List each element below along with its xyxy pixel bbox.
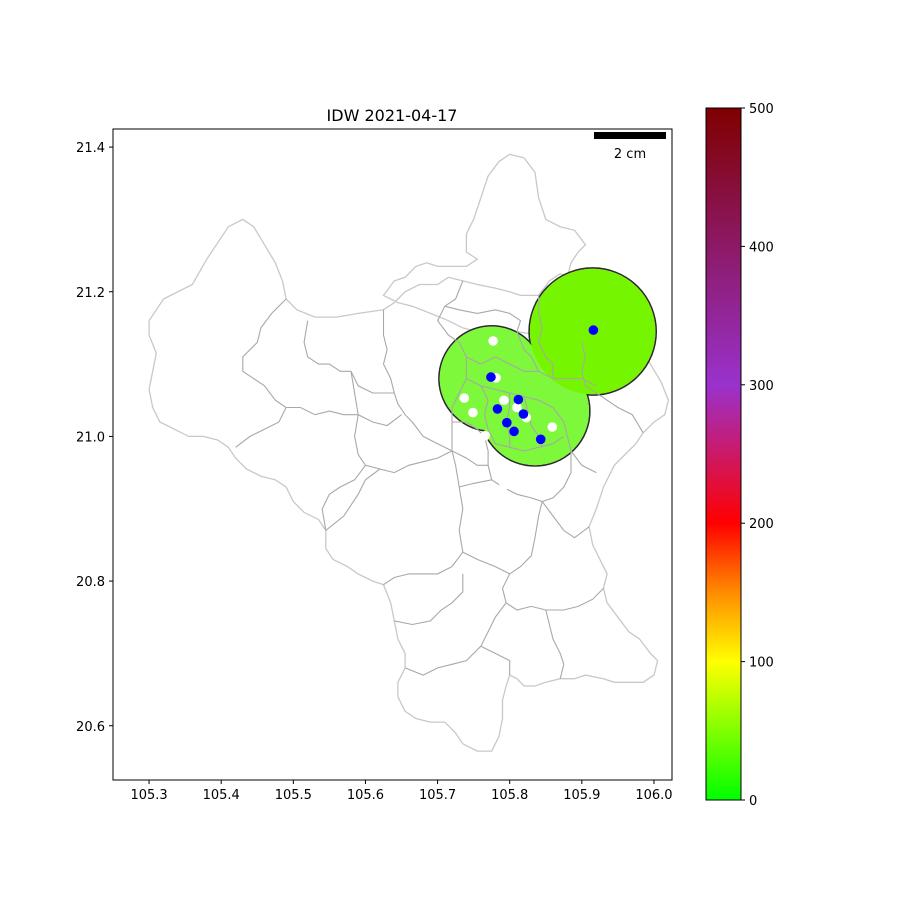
district-boundary [451,450,489,466]
station-marker-white[interactable] [488,336,498,346]
station-marker-white[interactable] [547,422,558,432]
district-boundary [321,464,366,531]
colorbar-tick-label: 400 [749,240,774,255]
district-boundaries [235,280,644,679]
colorbar-tick-label: 100 [749,656,774,671]
district-boundary [501,573,604,611]
district-boundary [325,468,381,531]
station-marker-blue[interactable] [518,409,529,419]
x-tick-label: 105.8 [491,788,528,803]
colorbar-tick-label: 500 [749,102,774,117]
district-boundary [459,479,492,488]
district-boundary [242,298,287,408]
colorbar-ticks: 0 100 200 300 400 500 [741,102,774,809]
station-marker-blue[interactable] [502,417,512,428]
station-marker-blue[interactable] [588,325,599,335]
x-tick-label: 105.7 [419,788,456,803]
plot-area [148,153,670,752]
station-marker-white[interactable] [512,402,522,413]
district-boundary [235,407,287,448]
y-tick-label: 21.0 [76,430,105,445]
station-markers [459,325,609,491]
scale-bar: 2 cm [594,132,666,162]
province-outline [148,153,670,752]
district-boundary [404,602,507,676]
district-boundary [303,320,395,394]
scale-bar-line [594,132,666,139]
district-boundary [382,309,453,452]
station-marker-white[interactable] [499,395,509,406]
station-marker-blue[interactable] [535,434,546,445]
district-boundary [538,295,554,379]
x-tick-label: 105.4 [203,788,240,803]
station-marker-white[interactable] [599,430,609,440]
x-tick-label: 105.5 [275,788,312,803]
map-title: IDW 2021-04-17 [327,106,458,125]
district-boundary [436,280,467,451]
colorbar-tick-label: 300 [749,379,774,394]
idw-region-outline [528,267,658,396]
y-tick-label: 21.2 [76,286,105,301]
station-marker-blue[interactable] [513,394,524,405]
district-boundary [541,501,590,539]
district-boundary [466,356,597,387]
plot-frame [112,128,673,781]
district-boundary [545,609,565,679]
x-tick-label: 106.0 [635,788,672,803]
x-axis: 105.3 105.4 105.5 105.6 105.7 105.8 105.9 106.0 [130,780,673,803]
station-marker-white[interactable] [468,407,478,418]
scale-bar-label: 2 cm [614,147,646,162]
district-boundary [286,406,402,427]
district-boundary [466,378,597,474]
district-boundary [444,305,522,332]
station-marker-white[interactable] [499,480,509,491]
station-marker-blue[interactable] [486,372,496,382]
district-boundary [350,371,453,474]
station-marker-blue[interactable] [492,404,503,414]
station-marker-blue[interactable] [509,426,519,437]
idw-interpolation-layer [438,267,658,467]
district-boundary [480,385,565,452]
y-tick-label: 20.8 [76,575,105,590]
colorbar-gradient [705,107,742,801]
colorbar-tick-label: 0 [749,794,757,809]
colorbar-tick-label: 200 [749,517,774,532]
x-tick-label: 105.9 [563,788,600,803]
x-tick-label: 105.3 [130,788,167,803]
district-boundary [581,342,644,434]
colorbar: 0 100 200 300 400 500 [705,102,774,809]
boundary-layer [148,153,670,752]
district-boundary [462,501,543,575]
y-tick-label: 21.4 [76,141,105,156]
y-axis: 20.6 20.8 21.0 21.2 21.4 [76,141,113,735]
x-tick-label: 105.6 [347,788,384,803]
district-boundary [480,645,511,676]
station-marker-white[interactable] [459,393,470,403]
district-boundary [516,331,540,372]
station-marker-white[interactable] [480,430,490,441]
district-boundary [383,450,464,586]
y-tick-label: 20.6 [76,720,105,735]
district-boundary [394,573,464,626]
